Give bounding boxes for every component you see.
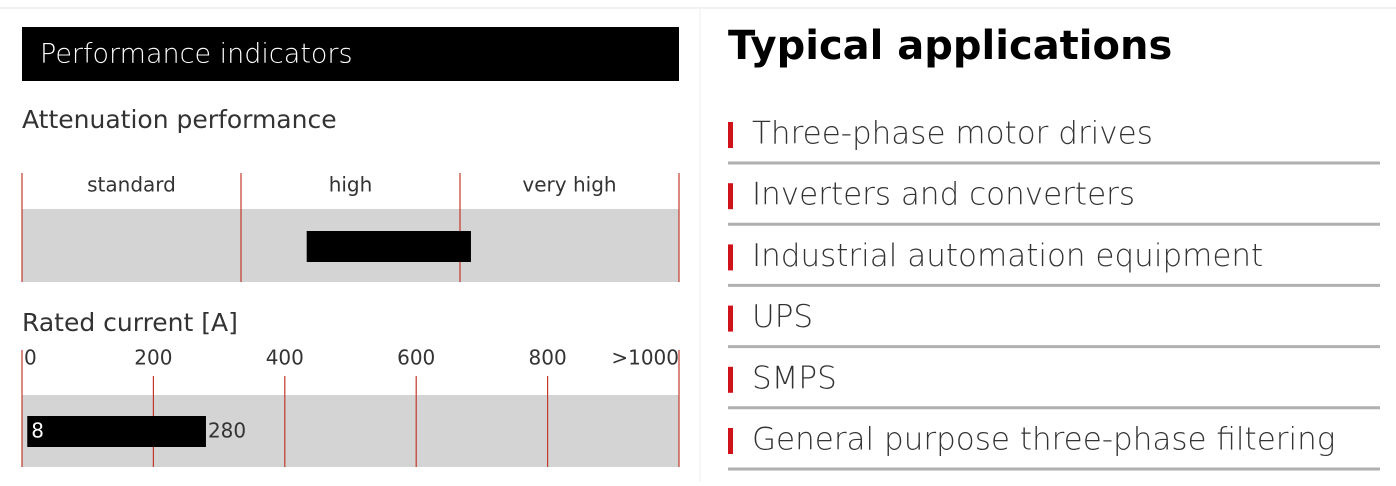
tick-label: >1000 — [611, 346, 679, 370]
attenuation-bar — [306, 231, 471, 262]
current-label: Rated current [A] — [22, 308, 238, 337]
list-item: Three-phase motor drives — [752, 116, 1153, 152]
bar-min-label: 8 — [31, 419, 44, 443]
attenuation-label: Attenuation performance — [22, 105, 337, 134]
list-item: SMPS — [752, 360, 837, 396]
list-marker — [728, 305, 733, 332]
list-marker — [728, 183, 733, 210]
category-label: very high — [522, 173, 616, 197]
list-item: UPS — [752, 299, 813, 335]
list-item: Inverters and converters — [752, 177, 1135, 213]
list-marker — [728, 366, 733, 393]
list-item: Industrial automation equipment — [752, 238, 1263, 274]
list-marker — [728, 122, 733, 148]
tick-label: 600 — [397, 346, 435, 370]
tick-label: 800 — [529, 346, 567, 370]
current-bar — [27, 416, 206, 447]
list-marker — [728, 244, 733, 271]
tick-label: 400 — [266, 346, 304, 370]
category-label: high — [329, 173, 373, 197]
header-title: Performance indicators — [40, 39, 353, 70]
list-item: General purpose three-phase filtering — [752, 422, 1335, 458]
bar-max-label: 280 — [208, 419, 246, 443]
header-bar — [22, 27, 679, 81]
list-marker — [728, 428, 733, 454]
category-label: standard — [87, 173, 176, 197]
tick-label: 0 — [24, 346, 37, 370]
tick-label: 200 — [134, 346, 172, 370]
applications-title: Typical applications — [728, 23, 1172, 69]
